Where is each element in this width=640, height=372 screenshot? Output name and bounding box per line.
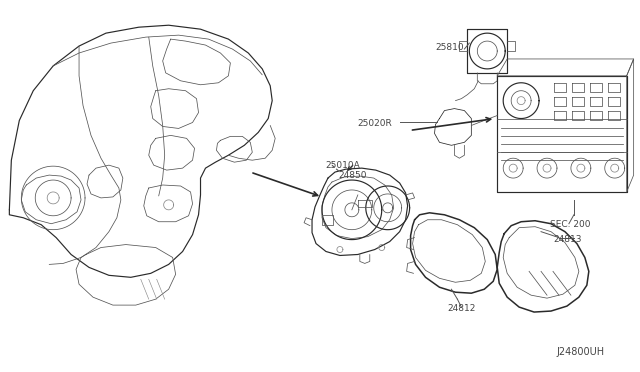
Text: 24850: 24850 [338,171,367,180]
Text: 25010A: 25010A [325,161,360,170]
Text: J24800UH: J24800UH [556,347,604,357]
Text: 25020R: 25020R [358,119,392,128]
Text: 24812: 24812 [447,304,476,313]
Text: SEC. 200: SEC. 200 [550,220,591,229]
Text: 24813: 24813 [553,235,582,244]
Text: 25810: 25810 [435,43,464,52]
